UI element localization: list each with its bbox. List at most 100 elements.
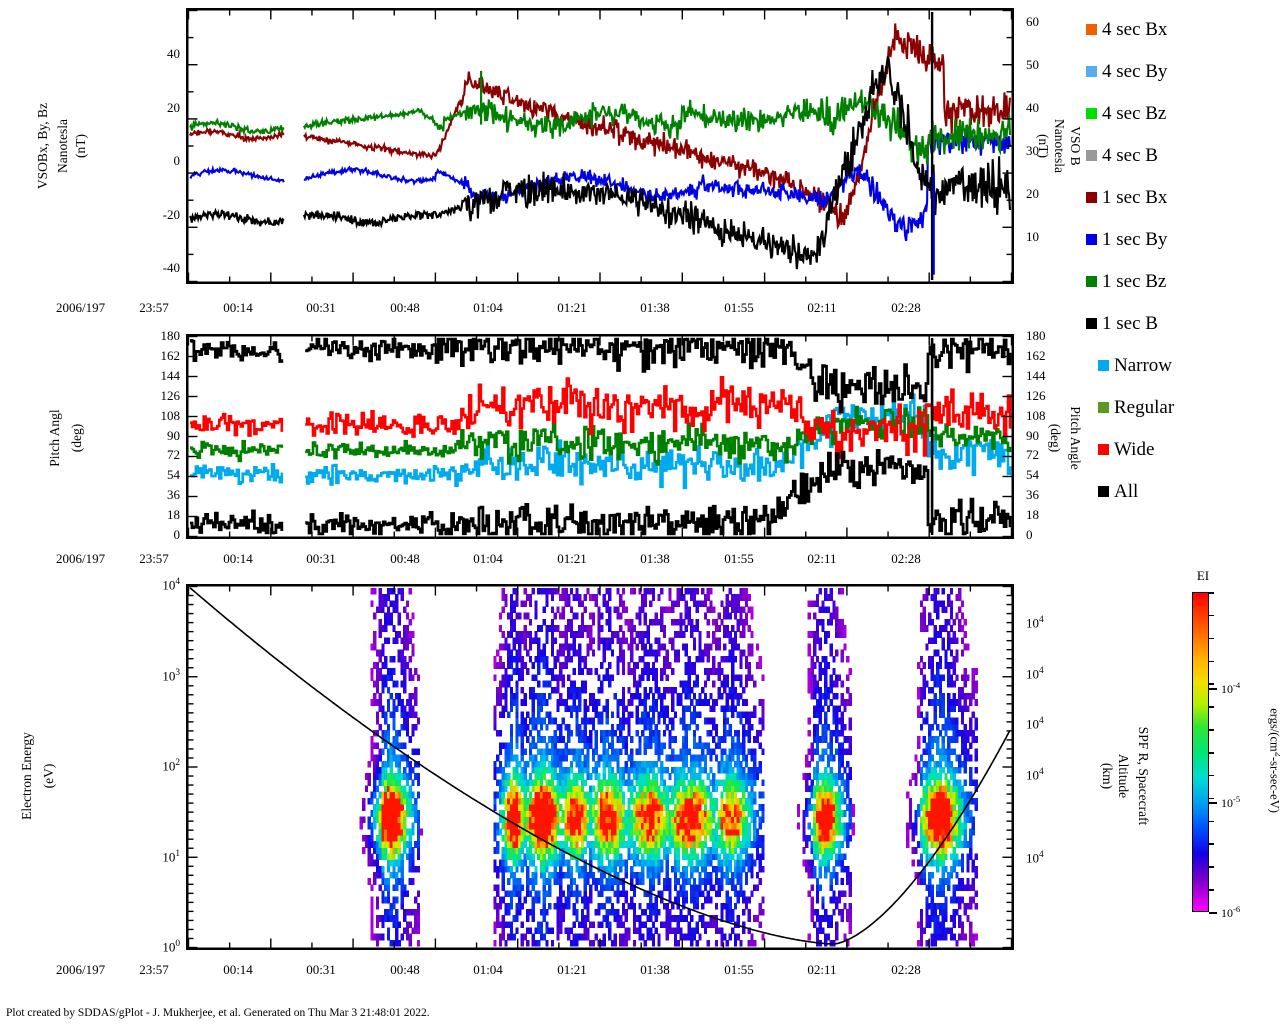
spectrogram-cell	[405, 908, 410, 916]
spectrogram-cell	[619, 699, 623, 706]
spectrogram-cell	[613, 939, 617, 947]
spectrogram-cell	[586, 767, 590, 774]
spectrogram-cell	[594, 853, 598, 861]
spectrogram-cell	[381, 896, 385, 904]
spectrogram-cell	[714, 785, 719, 793]
spectrogram-cell	[646, 625, 650, 632]
spectrogram-cell	[840, 699, 844, 706]
spectrogram-cell	[504, 779, 508, 787]
spectrogram-cell	[936, 921, 940, 929]
spectrogram-cell	[682, 736, 686, 743]
spectrogram-cell	[739, 674, 743, 682]
spectrogram-cell	[498, 859, 503, 867]
spectrogram-cell	[367, 878, 371, 885]
spectrogram-cell	[641, 631, 645, 638]
spectrogram-cell	[591, 637, 596, 645]
spectrogram-cell	[698, 804, 702, 811]
spectrogram-cell	[362, 834, 366, 842]
spectrogram-cell	[731, 841, 735, 848]
spectrogram-cell	[594, 668, 598, 675]
spectrogram-cell	[818, 736, 822, 743]
spectrogram-cell	[709, 847, 713, 854]
spectrogram-cell	[692, 754, 697, 762]
spectrogram-cell	[504, 822, 508, 830]
spectrogram-cell	[938, 699, 943, 706]
spectrogram-cell	[698, 785, 702, 793]
spec-ytick-2: 102	[162, 758, 180, 774]
spectrogram-cell	[632, 674, 637, 682]
spectrogram-cell	[690, 816, 694, 824]
spectrogram-cell	[701, 649, 705, 657]
spectrogram-cell	[933, 637, 937, 645]
spectrogram-cell	[665, 606, 669, 614]
spectrogram-cell	[619, 612, 623, 620]
spectrogram-cell	[520, 921, 525, 929]
spectrogram-cell	[731, 797, 735, 805]
spectrogram-cell	[643, 785, 648, 793]
spectrogram-cell	[627, 847, 631, 854]
spectrogram-cell	[837, 767, 842, 774]
spectrogram-cell	[575, 810, 579, 817]
spectrogram-cell	[657, 828, 661, 836]
spectrogram-cell	[561, 606, 566, 614]
spectrogram-cell	[654, 668, 658, 675]
spectrogram-cell	[665, 915, 669, 922]
spectrogram-cell	[933, 600, 937, 608]
spectrogram-cell	[559, 674, 563, 682]
spectrogram-cell	[739, 822, 743, 830]
spectrogram-cell	[564, 773, 568, 780]
spectrogram-cell	[405, 631, 410, 638]
spectrogram-cell	[632, 853, 637, 861]
spectrogram-cell	[550, 804, 555, 811]
spectrogram-cell	[602, 705, 607, 712]
spectrogram-cell	[682, 816, 686, 824]
spectrogram-cell	[523, 600, 527, 608]
spectrogram-cell	[564, 705, 568, 712]
spectrogram-cell	[840, 618, 844, 626]
spectrogram-cell	[654, 760, 658, 768]
spectrogram-cell	[512, 822, 516, 830]
spectrogram-cell	[733, 606, 738, 614]
spectrogram-cell	[392, 705, 396, 712]
spectrogram-cell	[572, 841, 576, 848]
spectrogram-cell	[378, 915, 382, 922]
spectrogram-cell	[840, 692, 844, 700]
spectrogram-cell	[930, 804, 935, 811]
spectrogram-cell	[400, 884, 404, 891]
spectrogram-cell	[619, 637, 623, 645]
spectrogram-cell	[583, 705, 587, 712]
spectrogram-cell	[829, 871, 833, 879]
spectrogram-cell	[564, 797, 568, 805]
spectrogram-cell	[944, 662, 948, 669]
spectrogram-cell	[654, 785, 658, 793]
spectrogram-cell	[619, 729, 623, 737]
spectrogram-cell	[947, 680, 951, 688]
spectrogram-cell	[638, 933, 642, 941]
spectrogram-cell	[736, 785, 740, 793]
spectrogram-cell	[701, 828, 705, 836]
spectrogram-cell	[695, 841, 699, 848]
spectrogram-cell	[395, 915, 399, 922]
spectrogram-cell	[736, 754, 740, 762]
spectrogram-cell	[569, 729, 574, 737]
spectrogram-cell	[690, 939, 694, 947]
spectrogram-cell	[742, 810, 746, 817]
spectrogram-cell	[654, 729, 658, 737]
spectrogram-cell	[501, 834, 505, 842]
spectrogram-cell	[837, 773, 842, 780]
spectrogram-cell	[815, 810, 820, 817]
spectrogram-cell	[624, 816, 628, 824]
spectrogram-cell	[933, 933, 937, 941]
spectrogram-cell	[695, 606, 699, 614]
spectrogram-cell	[556, 871, 560, 879]
spectrogram-cell	[712, 606, 716, 614]
spectrogram-cell	[375, 674, 380, 682]
spectrogram-cell	[392, 841, 396, 848]
spectrogram-cell	[381, 773, 385, 780]
spectrogram-cell	[936, 699, 940, 706]
spectrogram-cell	[512, 853, 516, 861]
spectrogram-cell	[638, 927, 642, 935]
spectrogram-cell	[660, 668, 664, 675]
spectrogram-cell	[657, 594, 661, 601]
spectrogram-cell	[662, 884, 667, 891]
